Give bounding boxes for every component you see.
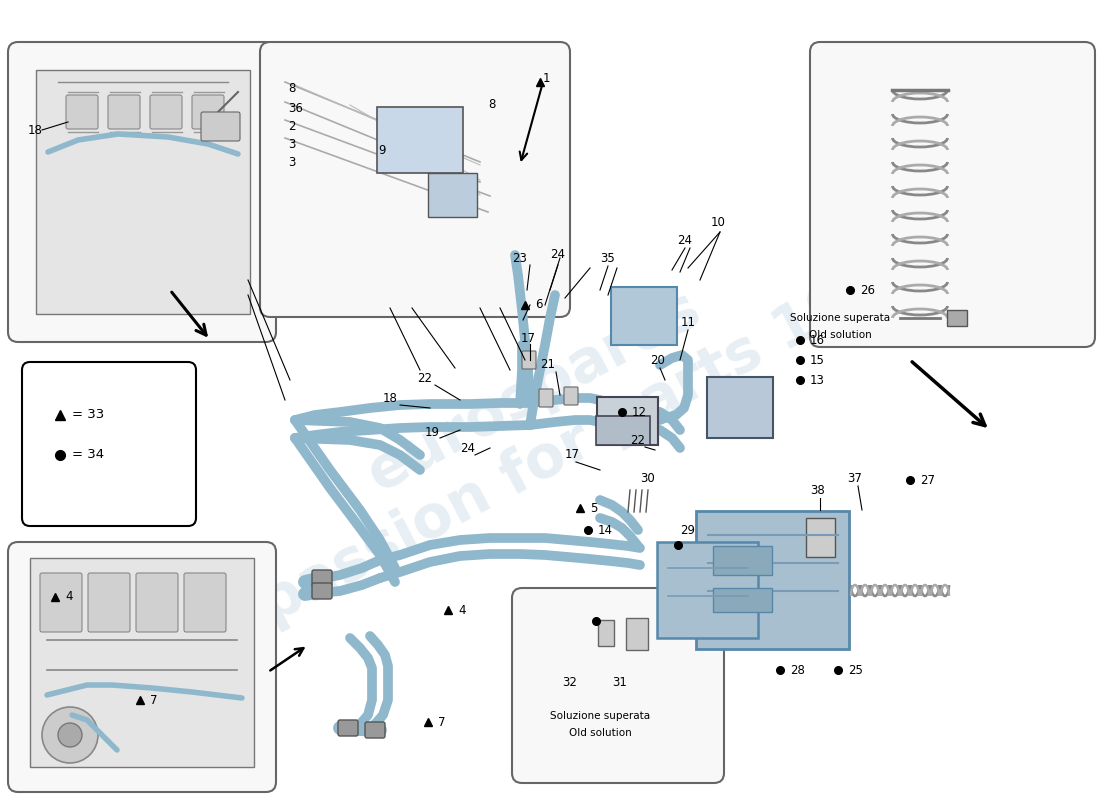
Text: = 34: = 34 — [72, 449, 104, 462]
Text: Soluzione superata: Soluzione superata — [790, 313, 890, 323]
Text: 17: 17 — [564, 449, 580, 462]
Text: 28: 28 — [790, 663, 805, 677]
FancyBboxPatch shape — [377, 107, 463, 173]
FancyBboxPatch shape — [312, 583, 332, 599]
FancyBboxPatch shape — [596, 416, 650, 445]
Text: 13: 13 — [810, 374, 825, 386]
Text: 16: 16 — [810, 334, 825, 346]
Text: 12: 12 — [632, 406, 647, 418]
Text: 8: 8 — [488, 98, 495, 111]
Circle shape — [58, 723, 82, 747]
FancyBboxPatch shape — [192, 95, 224, 129]
Text: Soluzione superata: Soluzione superata — [550, 711, 650, 721]
Text: 35: 35 — [601, 251, 615, 265]
FancyBboxPatch shape — [713, 546, 772, 575]
FancyBboxPatch shape — [150, 95, 182, 129]
Text: 24: 24 — [550, 249, 565, 262]
FancyBboxPatch shape — [512, 588, 724, 783]
FancyBboxPatch shape — [598, 620, 614, 646]
FancyBboxPatch shape — [810, 42, 1094, 347]
FancyBboxPatch shape — [428, 173, 477, 217]
FancyBboxPatch shape — [8, 42, 276, 342]
Text: 4: 4 — [458, 603, 465, 617]
Text: 22: 22 — [630, 434, 646, 446]
Text: 20: 20 — [650, 354, 666, 366]
Text: 30: 30 — [640, 471, 656, 485]
FancyBboxPatch shape — [136, 573, 178, 632]
FancyBboxPatch shape — [707, 377, 773, 438]
FancyBboxPatch shape — [312, 570, 332, 586]
FancyBboxPatch shape — [30, 558, 254, 767]
Circle shape — [42, 707, 98, 763]
FancyBboxPatch shape — [597, 397, 658, 445]
Text: 31: 31 — [613, 675, 627, 689]
Text: 26: 26 — [860, 283, 875, 297]
Text: 32: 32 — [562, 675, 578, 689]
Text: 22: 22 — [418, 371, 432, 385]
FancyBboxPatch shape — [22, 362, 196, 526]
FancyBboxPatch shape — [260, 42, 570, 317]
Text: 8: 8 — [288, 82, 296, 94]
FancyBboxPatch shape — [365, 722, 385, 738]
FancyBboxPatch shape — [806, 518, 835, 557]
Text: eurospares
a passion for parts 1985: eurospares a passion for parts 1985 — [167, 178, 933, 662]
FancyBboxPatch shape — [626, 618, 648, 650]
Text: 5: 5 — [590, 502, 597, 514]
Text: 27: 27 — [920, 474, 935, 486]
Text: 19: 19 — [425, 426, 440, 438]
Text: 10: 10 — [711, 215, 725, 229]
FancyBboxPatch shape — [564, 387, 578, 405]
Text: 3: 3 — [288, 138, 296, 150]
Text: Old solution: Old solution — [569, 728, 631, 738]
Text: 1: 1 — [543, 71, 550, 85]
Text: = 33: = 33 — [72, 409, 104, 422]
Text: 25: 25 — [848, 663, 862, 677]
Text: 14: 14 — [598, 523, 613, 537]
Text: 2: 2 — [288, 119, 296, 133]
Text: 21: 21 — [540, 358, 556, 371]
FancyBboxPatch shape — [66, 95, 98, 129]
Text: Old solution: Old solution — [808, 330, 871, 340]
Text: 15: 15 — [810, 354, 825, 366]
Text: 17: 17 — [520, 331, 536, 345]
FancyBboxPatch shape — [610, 287, 676, 345]
Text: 7: 7 — [150, 694, 157, 706]
FancyBboxPatch shape — [522, 351, 536, 369]
FancyBboxPatch shape — [201, 112, 240, 141]
FancyBboxPatch shape — [88, 573, 130, 632]
FancyBboxPatch shape — [657, 542, 758, 638]
Text: 7: 7 — [438, 715, 446, 729]
Text: 18: 18 — [28, 123, 43, 137]
FancyBboxPatch shape — [713, 588, 772, 612]
Text: 6: 6 — [535, 298, 542, 311]
FancyBboxPatch shape — [696, 511, 849, 649]
FancyBboxPatch shape — [338, 720, 358, 736]
Text: 36: 36 — [288, 102, 302, 114]
Text: 3: 3 — [288, 155, 296, 169]
Text: 37: 37 — [848, 471, 862, 485]
FancyBboxPatch shape — [947, 310, 967, 326]
Text: 24: 24 — [678, 234, 693, 246]
Text: 4: 4 — [65, 590, 73, 603]
FancyBboxPatch shape — [108, 95, 140, 129]
Text: 24: 24 — [461, 442, 475, 454]
Text: 38: 38 — [811, 483, 825, 497]
Text: 23: 23 — [513, 251, 527, 265]
Text: 9: 9 — [378, 143, 385, 157]
FancyBboxPatch shape — [40, 573, 82, 632]
Text: 11: 11 — [681, 315, 695, 329]
Text: 18: 18 — [383, 391, 397, 405]
FancyBboxPatch shape — [36, 70, 250, 314]
FancyBboxPatch shape — [539, 389, 553, 407]
FancyBboxPatch shape — [8, 542, 276, 792]
FancyBboxPatch shape — [184, 573, 226, 632]
Text: 29: 29 — [681, 523, 695, 537]
